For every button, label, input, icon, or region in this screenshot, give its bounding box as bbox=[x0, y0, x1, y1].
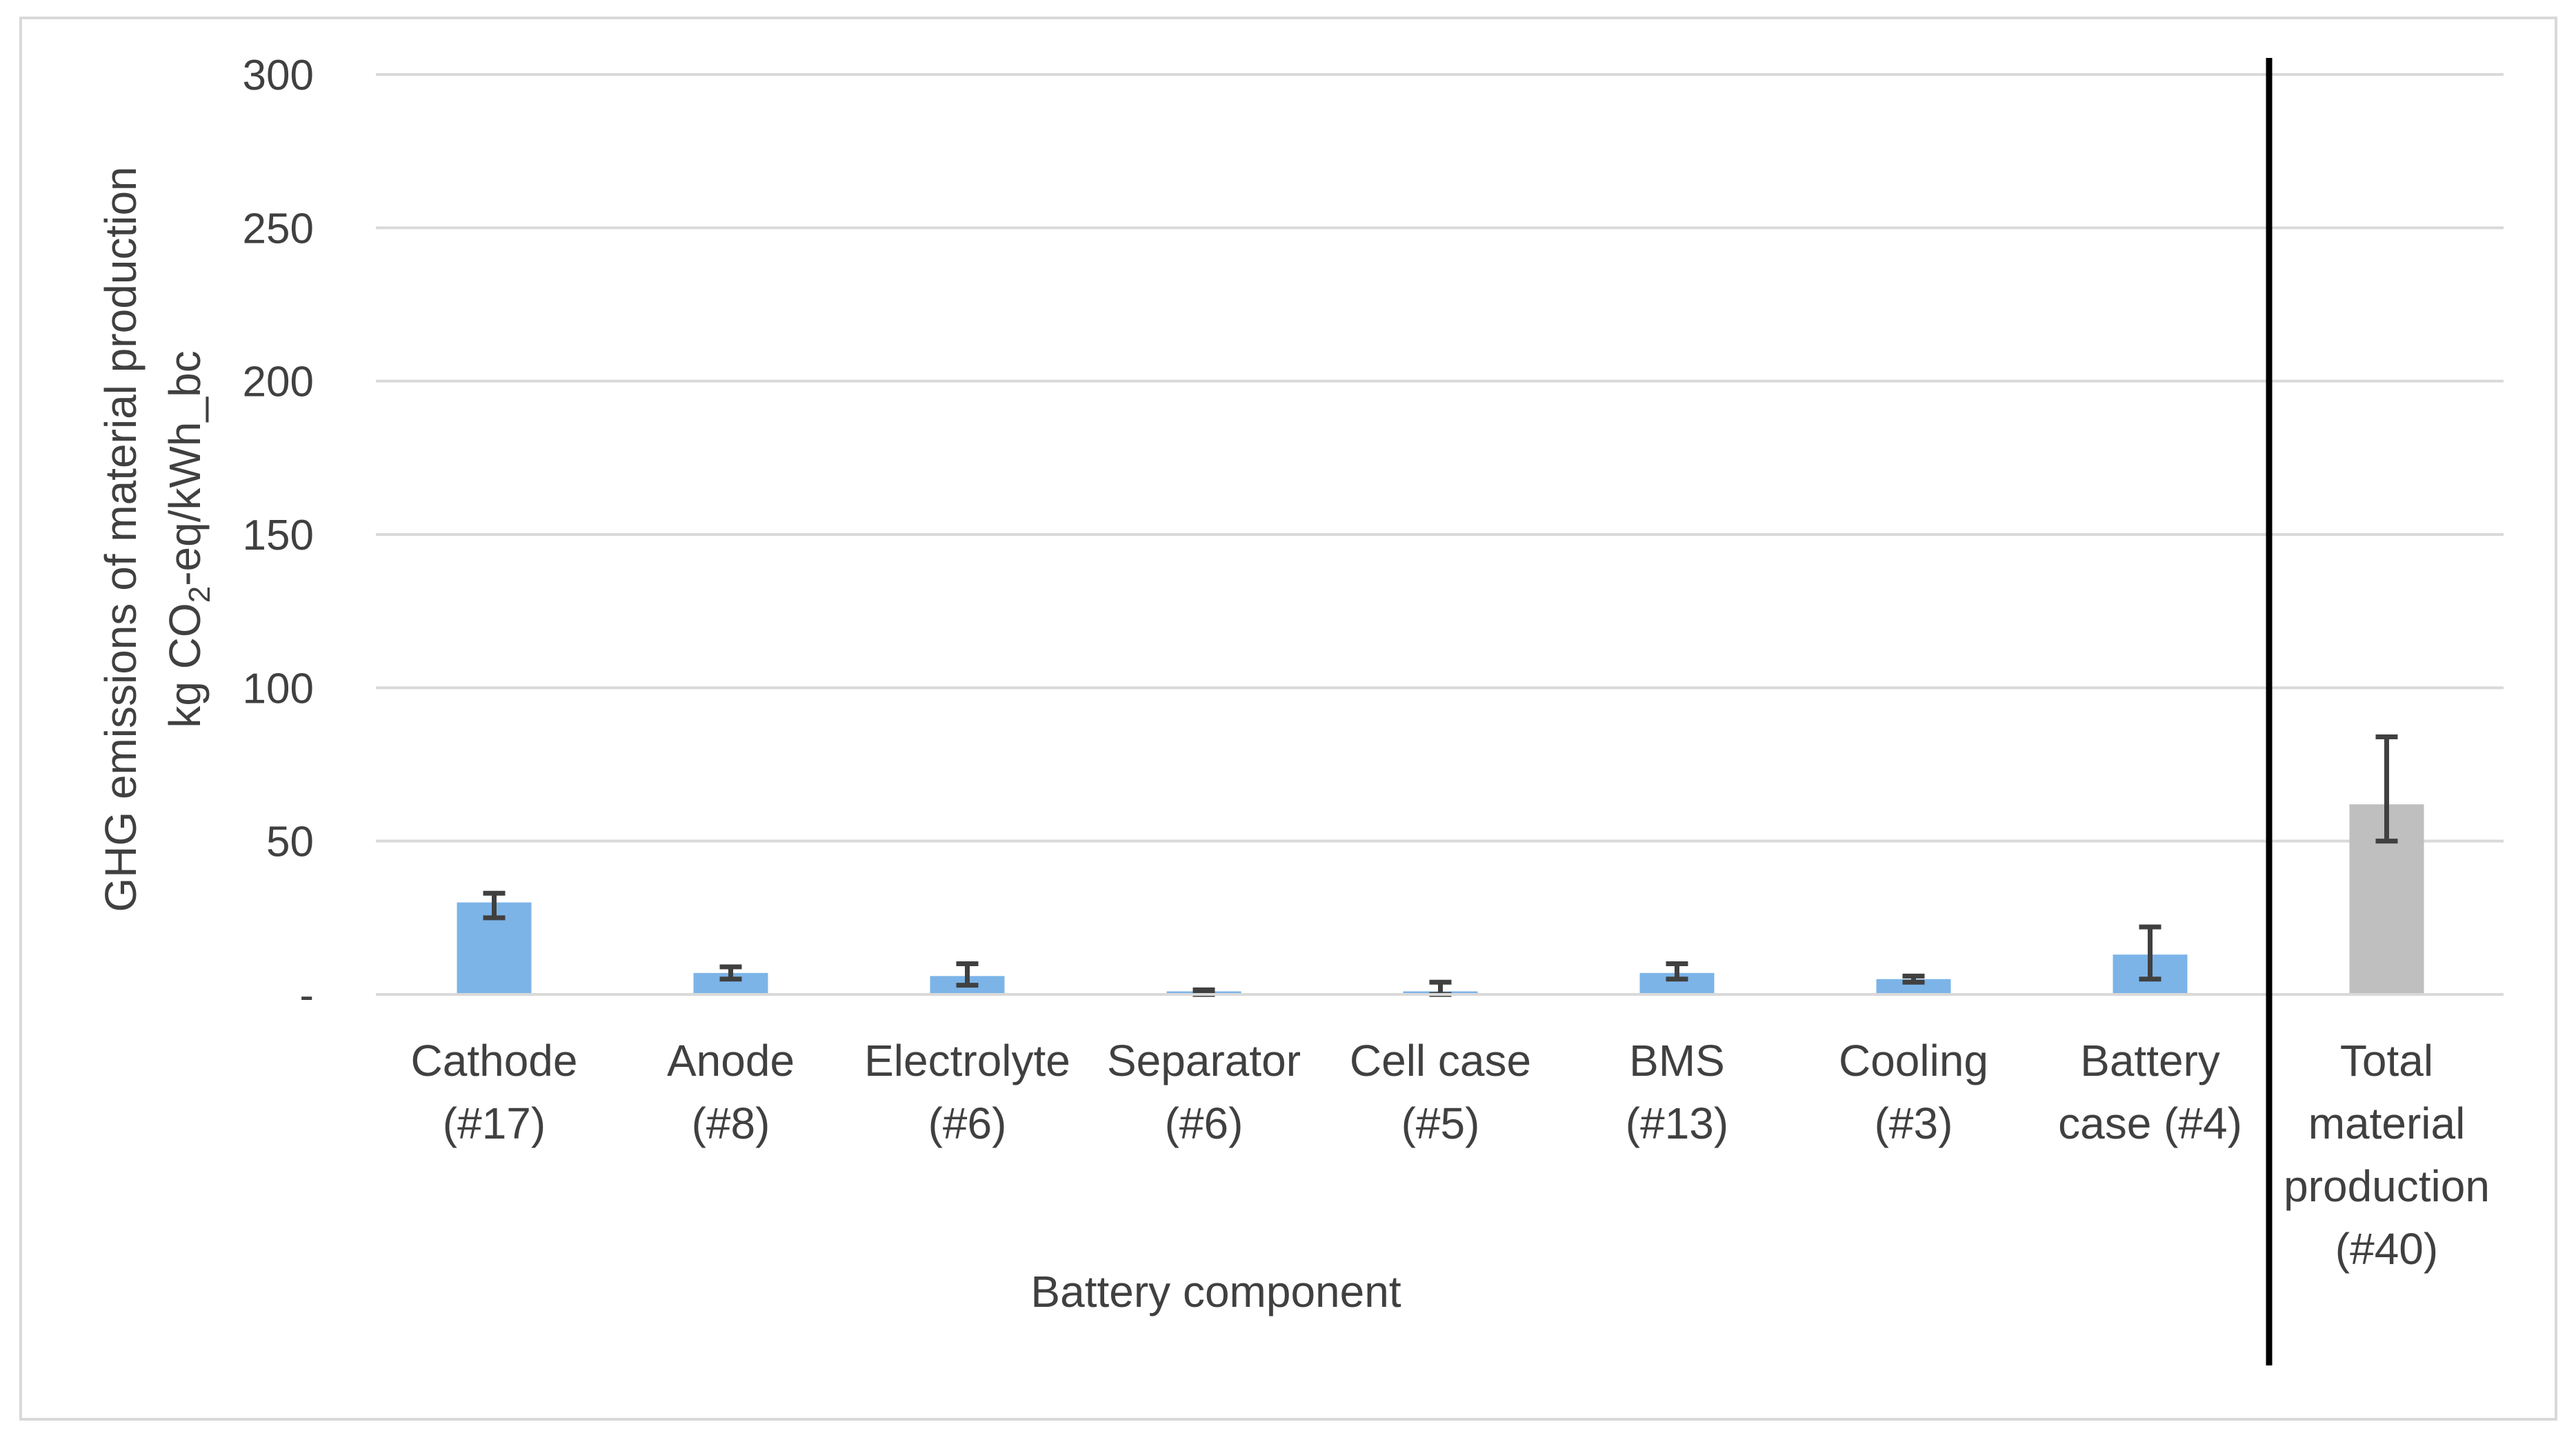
y-tick-labels: - 50 100 150 200 250 300 bbox=[243, 52, 314, 1019]
x-tick-label: (#17) bbox=[443, 1099, 546, 1148]
y-tick-label: 200 bbox=[243, 359, 314, 406]
error-bars bbox=[483, 734, 2398, 997]
gridlines bbox=[376, 73, 2504, 843]
error-bar bbox=[719, 964, 742, 982]
error-bar bbox=[956, 961, 979, 988]
x-tick-labels: Cathode (#17) Anode (#8) Electrolyte (#6) Sepa… bbox=[411, 1036, 2490, 1274]
y-tick-label: 50 bbox=[266, 819, 314, 866]
bars bbox=[457, 804, 2424, 994]
x-tick-label: BMS bbox=[1629, 1036, 1725, 1085]
y-tick-label: 300 bbox=[243, 52, 314, 99]
x-tick-label: production bbox=[2284, 1161, 2490, 1211]
x-tick-label: Cell case bbox=[1350, 1036, 1531, 1085]
x-tick-label: Total bbox=[2340, 1036, 2433, 1085]
x-tick-label: Anode bbox=[667, 1036, 795, 1085]
x-tick-label: (#6) bbox=[1165, 1099, 1244, 1148]
error-bar bbox=[1429, 979, 1452, 997]
x-tick-label: Separator bbox=[1107, 1036, 1301, 1085]
y-axis-title-line-2: kg CO2-eq/kWh_bc bbox=[160, 350, 217, 728]
y-tick-label: 150 bbox=[243, 512, 314, 559]
x-axis-title: Battery component bbox=[1030, 1267, 1401, 1316]
x-tick-label: (#13) bbox=[1626, 1099, 1728, 1148]
x-tick-label: Cathode bbox=[411, 1036, 578, 1085]
x-tick-label: (#8) bbox=[692, 1099, 770, 1148]
x-tick-label: (#6) bbox=[928, 1099, 1007, 1148]
y-tick-label: 100 bbox=[243, 665, 314, 712]
x-tick-label: material bbox=[2308, 1099, 2466, 1148]
error-bar bbox=[1902, 973, 1925, 985]
x-tick-label: Battery bbox=[2080, 1036, 2220, 1085]
y-axis-title-prefix: kg CO bbox=[160, 603, 210, 728]
y-tick-label: 250 bbox=[243, 205, 314, 252]
x-tick-label: case (#4) bbox=[2058, 1099, 2242, 1148]
x-tick-label: (#40) bbox=[2335, 1224, 2438, 1274]
y-axis-title-suffix: -eq/kWh_bc bbox=[160, 350, 210, 585]
y-axis-title: GHG emissions of material production kg … bbox=[96, 166, 217, 912]
bar bbox=[1876, 979, 1951, 994]
x-tick-label: Cooling bbox=[1839, 1036, 1988, 1085]
x-tick-label: Electrolyte bbox=[864, 1036, 1070, 1085]
error-bar bbox=[2139, 924, 2161, 982]
error-bar bbox=[483, 890, 506, 921]
y-axis-title-line-1: GHG emissions of material production bbox=[96, 166, 146, 912]
error-bar bbox=[1666, 961, 1688, 982]
x-tick-label: (#5) bbox=[1401, 1099, 1480, 1148]
error-bar bbox=[2375, 734, 2398, 844]
y-tick-label: - bbox=[299, 972, 314, 1019]
chart-frame bbox=[19, 17, 2557, 1421]
x-tick-label: (#3) bbox=[1875, 1099, 1953, 1148]
y-axis-title-subscript: 2 bbox=[183, 586, 217, 603]
